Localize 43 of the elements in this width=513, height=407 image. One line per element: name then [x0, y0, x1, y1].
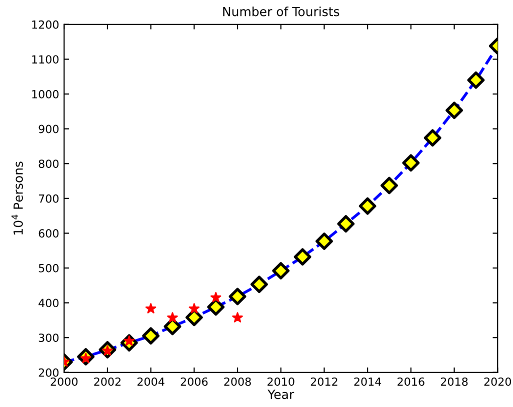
y-axis-title: 10$^{4}$ Persons: [12, 162, 23, 234]
point: [424, 129, 442, 147]
x-tick-label: 2008: [224, 377, 251, 386]
y-tick-label: 1200: [32, 20, 59, 29]
point: [167, 312, 178, 322]
y-tick-label: 600: [38, 229, 59, 238]
point: [316, 232, 333, 250]
chart-title: Number of Tourists: [223, 6, 340, 16]
point: [228, 288, 246, 306]
x-axis-title: Year: [268, 390, 294, 400]
y-tick-label: 1000: [32, 90, 59, 98]
point: [446, 102, 463, 120]
y-tick-label: 700: [38, 194, 59, 203]
x-tick-label: 2012: [310, 377, 338, 386]
y-tick-label: 800: [38, 160, 59, 168]
y-tick-label: 500: [38, 264, 59, 272]
point: [337, 215, 355, 232]
point: [145, 303, 156, 314]
point: [232, 312, 243, 322]
point: [380, 176, 398, 194]
x-tick-label: 2010: [268, 377, 294, 386]
x-tick-label: 2006: [180, 377, 208, 386]
point: [272, 262, 290, 280]
point: [250, 276, 268, 294]
x-tick-label: 2020: [484, 377, 512, 386]
y-tick-label: 900: [38, 124, 59, 134]
point: [358, 197, 376, 215]
y-tick-label: 200: [38, 368, 59, 377]
x-tick-label: 2016: [398, 377, 424, 386]
x-tick-label: 2004: [137, 377, 164, 386]
x-tick-label: 2002: [94, 377, 120, 386]
point: [188, 303, 200, 314]
y-tick-label: 1100: [32, 55, 59, 64]
point: [402, 154, 420, 172]
x-tick-label: 2018: [440, 377, 468, 386]
point: [210, 292, 222, 302]
point: [294, 248, 312, 266]
x-tick-label: 2014: [354, 377, 382, 386]
y-tick-label: 400: [38, 298, 59, 308]
point: [467, 71, 485, 89]
point: [142, 327, 160, 345]
x-tick-label: 2000: [50, 377, 78, 386]
y-tick-label: 300: [38, 334, 59, 342]
